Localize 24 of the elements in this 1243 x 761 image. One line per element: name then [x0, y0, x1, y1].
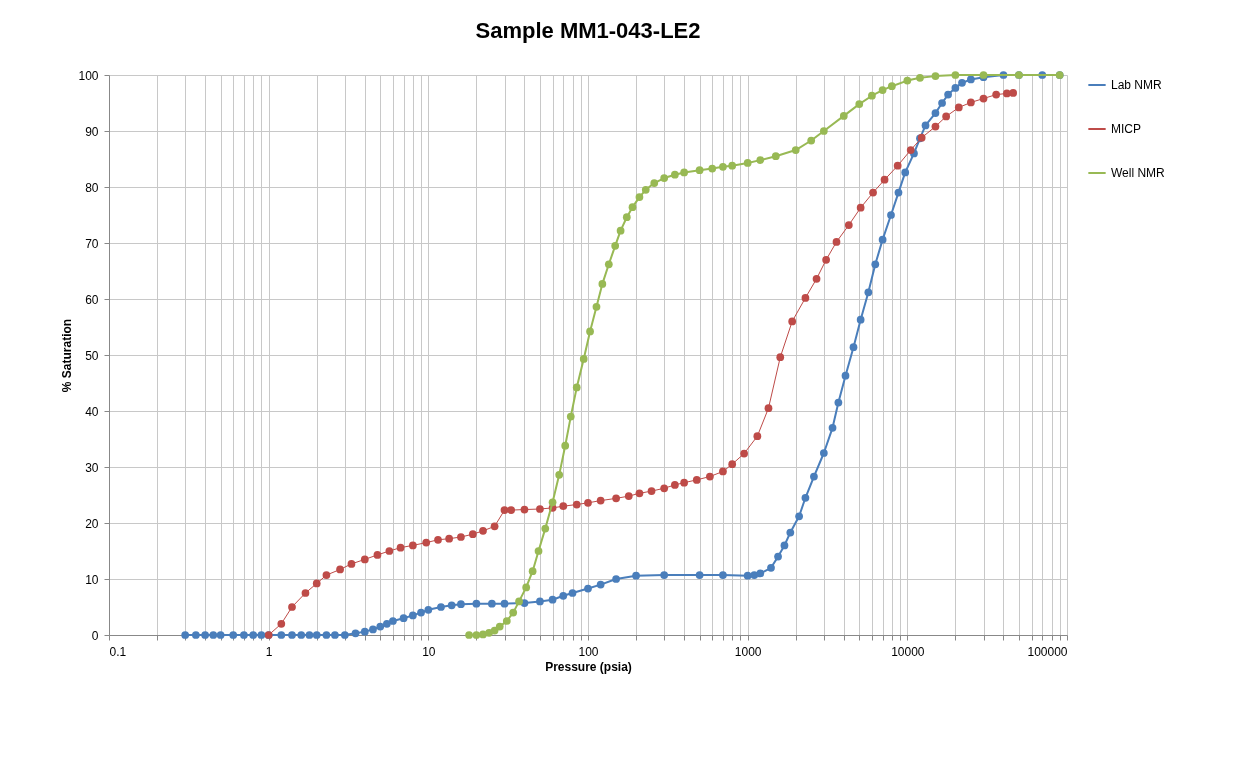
y-tick-label: 20 [85, 516, 99, 531]
x-tick-label: 100000 [1027, 644, 1068, 659]
y-tick-label: 70 [85, 236, 99, 251]
y-tick-label: 0 [91, 628, 99, 643]
x-tick-label: 1000 [734, 644, 762, 659]
y-tick-label: 50 [85, 348, 99, 363]
x-tick-label: 10000 [891, 644, 925, 659]
x-tick-label: 100 [578, 644, 599, 659]
legend-label: Well NMR [1111, 166, 1166, 180]
x-tick-label: 0.1 [109, 644, 127, 659]
x-tick-label: 1 [265, 644, 273, 659]
y-tick-label: 90 [85, 124, 99, 139]
y-tick-label: 10 [85, 572, 99, 587]
x-axis-title: Pressure (psia) [545, 659, 632, 674]
y-tick-label: 60 [85, 292, 99, 307]
chart-title: Sample MM1-043-LE2 [475, 18, 701, 43]
y-axis-title: % Saturation [60, 318, 75, 393]
y-tick-label: 30 [85, 460, 99, 475]
x-tick-label: 10 [422, 644, 436, 659]
legend-label: MICP [1111, 122, 1141, 136]
legend-label: Lab NMR [1111, 78, 1163, 92]
y-tick-label: 80 [85, 180, 99, 195]
y-tick-label: 100 [78, 68, 99, 83]
y-tick-label: 40 [85, 404, 99, 419]
